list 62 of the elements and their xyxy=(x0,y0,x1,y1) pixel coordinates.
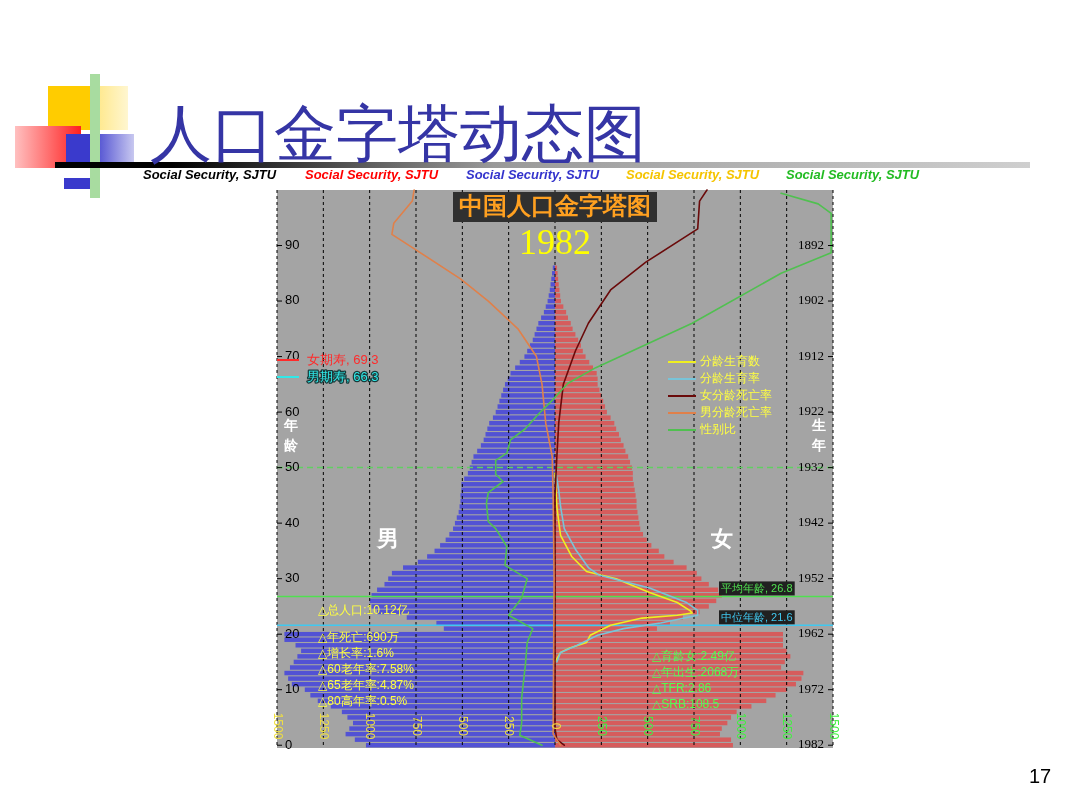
y-tick-label: 60 xyxy=(285,403,300,419)
legend-label: 性别比 xyxy=(699,422,736,437)
text: Social Security, SJTU xyxy=(786,167,920,182)
y2-tick-label: 1912 xyxy=(798,347,824,363)
annotation: △年死亡:690万 xyxy=(318,630,399,644)
x-tick-label: 1000 xyxy=(363,712,378,740)
series-label: 女 xyxy=(709,526,733,552)
x-tick-label: 250 xyxy=(502,715,517,737)
y-tick-label: 40 xyxy=(285,514,300,530)
annotation: △总人口:10.12亿 xyxy=(318,603,409,617)
legend-label: 女分龄死亡率 xyxy=(700,388,772,403)
legend-label: 男分龄死亡率 xyxy=(700,405,772,420)
y-tick-label: 0 xyxy=(285,736,293,752)
series-label: 男 xyxy=(376,526,400,552)
x-tick-label: 750 xyxy=(409,715,424,737)
y-axis-title: 年龄 xyxy=(283,417,299,453)
y-tick-label: 50 xyxy=(285,459,300,475)
chart-subtitle: 中国人口金字塔图 xyxy=(459,191,651,219)
y-tick-label: 80 xyxy=(285,292,300,308)
y2-tick-label: 1932 xyxy=(798,458,824,474)
annotation: △60老年率:7.58% xyxy=(318,662,415,676)
y2-tick-label: 1922 xyxy=(798,403,824,419)
y2-tick-label: 1962 xyxy=(798,625,824,641)
y2-tick-label: 1982 xyxy=(798,736,824,752)
annotation: △增长率:1.6% xyxy=(318,646,395,660)
x-tick-label: 1000 xyxy=(734,712,749,740)
x-tick-label: 750 xyxy=(687,715,702,737)
legend-label: 分龄生育数 xyxy=(700,354,760,369)
annotation: △TFR:2.86 xyxy=(652,681,712,695)
y-tick-label: 90 xyxy=(285,236,300,252)
y-tick-label: 30 xyxy=(285,570,300,586)
y2-tick-label: 1942 xyxy=(798,514,824,530)
annotation: △65老年率:4.87% xyxy=(318,678,415,692)
x-tick-label: 250 xyxy=(595,715,610,737)
x-tick-label: 500 xyxy=(456,715,471,737)
annotation: 女期寿, 69.3 xyxy=(307,352,379,367)
annotation: 1982 xyxy=(519,222,591,262)
text: 17 xyxy=(1028,765,1052,787)
x-tick-label: 0 xyxy=(548,722,563,730)
text: Social Security, SJTU xyxy=(143,167,277,182)
x-tick-label: 500 xyxy=(641,715,656,737)
legend-label: 分龄生育率 xyxy=(700,371,760,386)
y2-tick-label: 1972 xyxy=(798,680,824,696)
text: Social Security, SJTU xyxy=(466,167,600,182)
y-tick-label: 10 xyxy=(285,681,300,697)
x-tick-label: 1250 xyxy=(780,712,795,740)
annotation: △年出生:2068万 xyxy=(652,665,740,679)
y2-tick-label: 1892 xyxy=(798,236,824,252)
y2-tick-label: 1952 xyxy=(798,569,824,585)
y2-tick-label: 1902 xyxy=(798,292,824,308)
text: Social Security, SJTU xyxy=(626,167,760,182)
y2-axis-title: 生年 xyxy=(811,417,826,453)
x-tick-label: 1500 xyxy=(826,712,841,740)
text: Social Security, SJTU xyxy=(305,167,439,182)
x-tick-label: 1500 xyxy=(270,712,285,740)
chart-title: 人口金字塔动态图 xyxy=(150,100,646,168)
x-tick-label: 1250 xyxy=(317,712,332,740)
annotation: △SRB:108.5 xyxy=(652,697,720,711)
annotation: 男期寿, 66.3 xyxy=(307,369,379,384)
annotation: △80高年率:0.5% xyxy=(318,694,408,708)
y-tick-label: 20 xyxy=(285,625,300,641)
annotation: △育龄女:2.49亿 xyxy=(652,649,736,663)
